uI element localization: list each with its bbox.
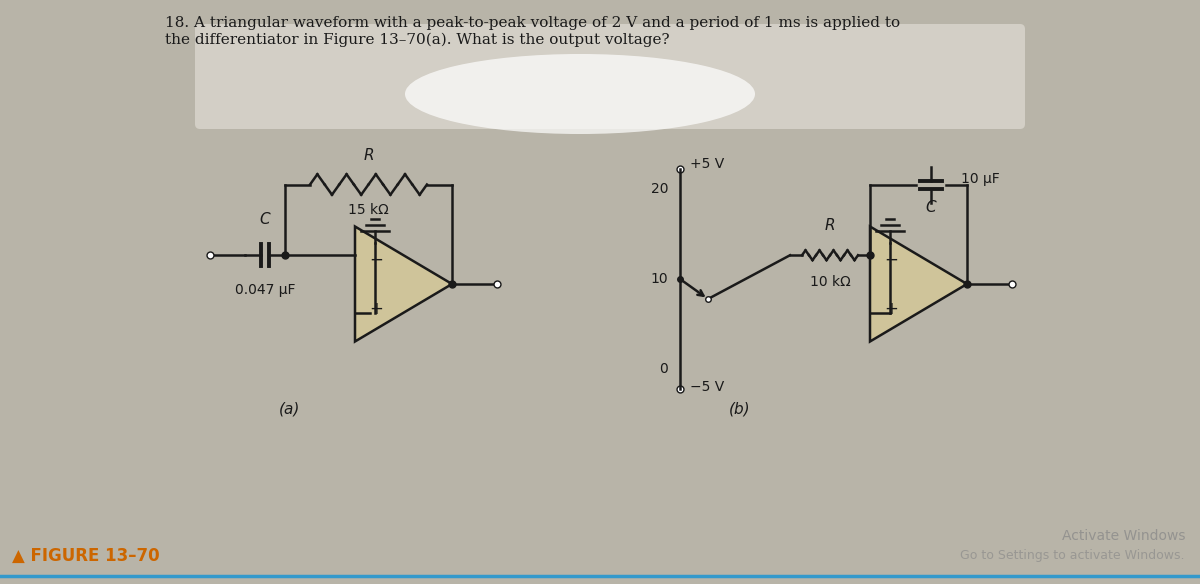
Polygon shape — [355, 227, 452, 342]
Text: $-$: $-$ — [884, 250, 898, 267]
Text: R: R — [364, 148, 374, 162]
Text: 10 kΩ: 10 kΩ — [810, 275, 851, 289]
Text: $+$: $+$ — [884, 300, 898, 318]
Text: 0: 0 — [659, 362, 668, 376]
Text: ▲ FIGURE 13–70: ▲ FIGURE 13–70 — [12, 547, 160, 565]
Text: $-$: $-$ — [370, 250, 383, 267]
Text: R: R — [824, 218, 835, 233]
Text: $+$: $+$ — [370, 300, 383, 318]
Text: 15 kΩ: 15 kΩ — [348, 203, 389, 217]
Text: +5 V: +5 V — [690, 157, 725, 171]
Text: C: C — [925, 200, 936, 214]
Text: 0.047 μF: 0.047 μF — [235, 283, 295, 297]
Text: C: C — [259, 212, 270, 227]
Text: (a): (a) — [280, 402, 301, 416]
Text: −5 V: −5 V — [690, 380, 725, 394]
Text: 10 μF: 10 μF — [961, 172, 1000, 186]
Polygon shape — [870, 227, 967, 342]
Text: 18. A triangular waveform with a peak-to-peak voltage of 2 V and a period of 1 m: 18. A triangular waveform with a peak-to… — [166, 16, 900, 47]
Ellipse shape — [406, 54, 755, 134]
Text: 10: 10 — [650, 272, 668, 286]
Text: Go to Settings to activate Windows.: Go to Settings to activate Windows. — [960, 550, 1186, 562]
Text: (b): (b) — [730, 402, 751, 416]
Text: Activate Windows: Activate Windows — [1062, 529, 1186, 543]
FancyBboxPatch shape — [194, 24, 1025, 129]
Text: 20: 20 — [650, 182, 668, 196]
